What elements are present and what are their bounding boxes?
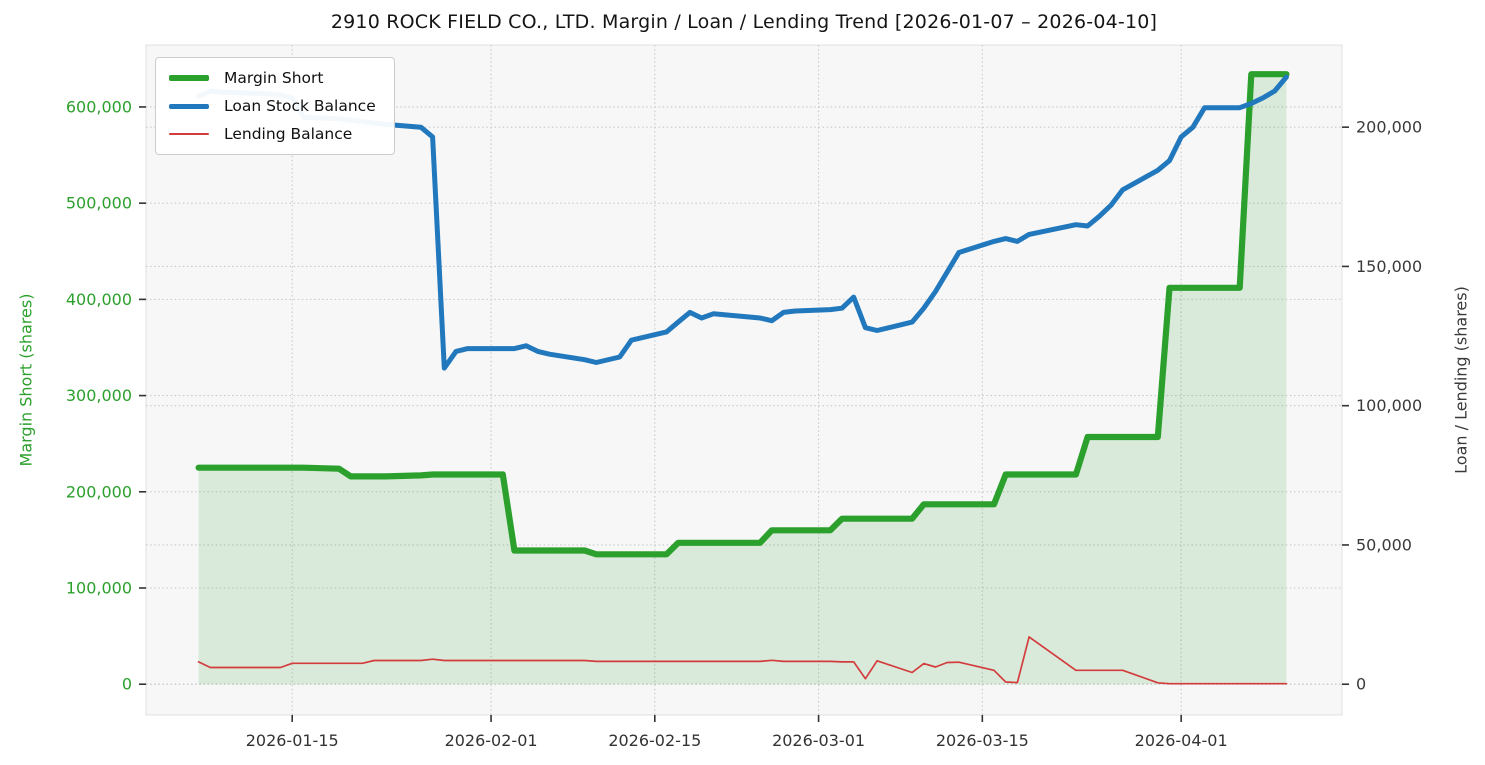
legend-swatch-loan-stock-balance bbox=[169, 103, 209, 109]
left-y-tick-label: 200,000 bbox=[66, 482, 132, 501]
y-axis-label-right: Loan / Lending (shares) bbox=[1451, 286, 1471, 474]
lending-balance-line bbox=[197, 636, 1288, 685]
x-tick-label: 2026-03-15 bbox=[936, 731, 1029, 750]
legend-label-loan-stock-balance: Loan Stock Balance bbox=[224, 97, 376, 115]
chart-title: 2910 ROCK FIELD CO., LTD. Margin / Loan … bbox=[330, 11, 1158, 33]
right-y-tick-label: 0 bbox=[1356, 675, 1366, 694]
legend-swatch-lending-balance bbox=[169, 132, 209, 136]
right-y-tick-label: 50,000 bbox=[1356, 535, 1412, 554]
y-axis-label-left: Margin Short (shares) bbox=[16, 293, 36, 467]
legend-item-lending-balance: Lending Balance bbox=[169, 125, 376, 143]
left-y-tick-label: 100,000 bbox=[66, 579, 132, 598]
right-y-tick-label: 100,000 bbox=[1356, 396, 1422, 415]
x-tick-label: 2026-04-01 bbox=[1135, 731, 1228, 750]
left-y-tick-label: 0 bbox=[122, 675, 132, 694]
left-y-tick-label: 300,000 bbox=[66, 386, 132, 405]
legend-swatch-margin-short bbox=[169, 74, 209, 82]
right-y-tick-label: 150,000 bbox=[1356, 257, 1422, 276]
margin-short-line bbox=[195, 71, 1290, 558]
legend-item-margin-short: Margin Short bbox=[169, 69, 376, 87]
x-tick-label: 2026-02-15 bbox=[608, 731, 701, 750]
left-y-tick-label: 400,000 bbox=[66, 290, 132, 309]
plot-area bbox=[145, 44, 1343, 716]
legend-item-loan-stock-balance: Loan Stock Balance bbox=[169, 97, 376, 115]
x-tick-label: 2026-03-01 bbox=[772, 731, 865, 750]
legend-label-lending-balance: Lending Balance bbox=[224, 125, 353, 143]
x-tick-label: 2026-01-15 bbox=[246, 731, 339, 750]
margin-short-area bbox=[198, 74, 1287, 685]
legend: Margin Short Loan Stock Balance Lending … bbox=[155, 57, 395, 155]
x-tick-label: 2026-02-01 bbox=[445, 731, 538, 750]
left-y-tick-label: 600,000 bbox=[66, 97, 132, 116]
legend-label-margin-short: Margin Short bbox=[224, 69, 324, 87]
right-y-tick-label: 200,000 bbox=[1356, 118, 1422, 137]
left-y-tick-label: 500,000 bbox=[66, 194, 132, 213]
